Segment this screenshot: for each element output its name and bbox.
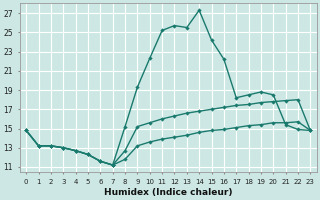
X-axis label: Humidex (Indice chaleur): Humidex (Indice chaleur) xyxy=(104,188,233,197)
